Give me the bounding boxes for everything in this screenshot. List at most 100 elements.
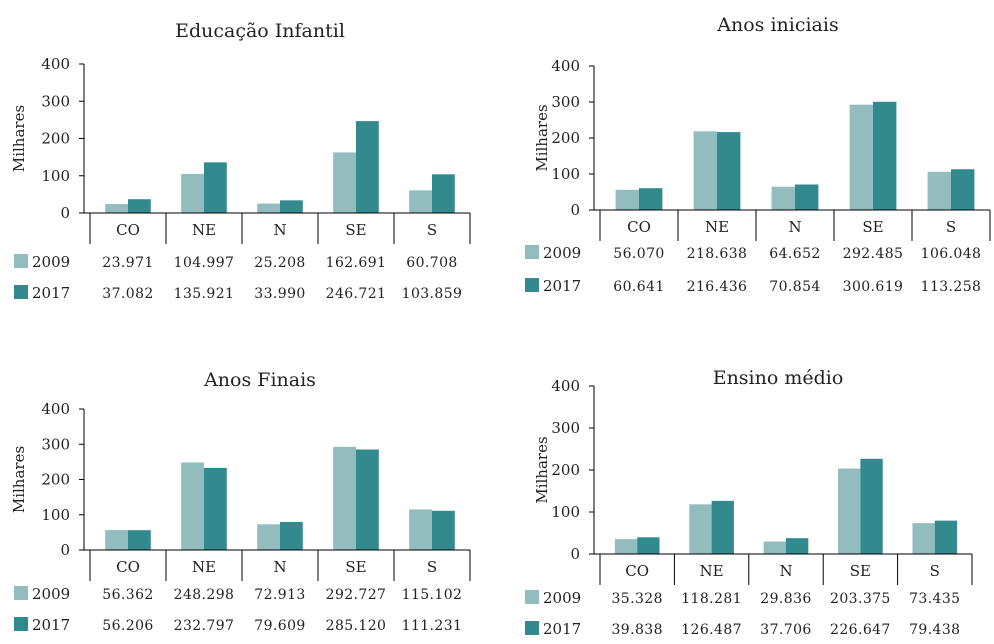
legend-key-2009 [14, 254, 28, 268]
y-tick-label: 200 [551, 461, 580, 479]
y-tick-label: 100 [551, 165, 580, 183]
bar-2017-n [280, 521, 303, 550]
y-tick-label: 300 [41, 435, 70, 453]
category-label: N [273, 558, 286, 576]
data-label: 111.231 [402, 618, 463, 634]
chart-title: Ensino médio [713, 367, 844, 389]
y-tick-label: 400 [41, 55, 70, 73]
category-label: S [427, 558, 437, 576]
bar-2009-se [838, 468, 861, 554]
data-label: 104.997 [174, 255, 235, 271]
bar-2017-ne [711, 500, 734, 554]
category-label: CO [625, 562, 649, 580]
chart-panel-1: Educação Infantil Milhares 0 100 200 300 400 CO… [10, 20, 471, 302]
y-tick-label: 200 [41, 130, 70, 148]
y-axis-label: Milhares [533, 104, 551, 171]
data-label: 56.206 [102, 618, 153, 634]
y-tick-label: 200 [41, 471, 70, 489]
y-tick-label: 100 [41, 506, 70, 524]
legend-label-2017: 2017 [32, 284, 70, 302]
bar-2017-se [860, 458, 883, 554]
data-label: 126.487 [681, 622, 742, 638]
category-label: SE [862, 218, 883, 236]
category-label: SE [345, 558, 366, 576]
y-axis-label: Milhares [10, 105, 28, 172]
bar-2017-se [873, 101, 897, 210]
data-label: 73.435 [909, 591, 960, 607]
data-label: 60.708 [406, 255, 457, 271]
data-label: 23.971 [102, 255, 153, 271]
data-label: 35.328 [612, 591, 663, 607]
category-label: SE [850, 562, 871, 580]
data-label: 113.258 [921, 279, 982, 295]
legend-label-2017: 2017 [543, 620, 581, 638]
category-label: N [788, 218, 801, 236]
category-label: CO [627, 218, 651, 236]
y-tick-label: 200 [551, 129, 580, 147]
y-tick-label: 0 [60, 204, 70, 222]
data-label: 33.990 [254, 286, 305, 302]
y-axis-label: Milhares [10, 446, 28, 513]
bar-2017-n [786, 538, 809, 554]
data-label: 292.485 [843, 246, 904, 262]
bar-2017-se [356, 449, 379, 550]
bar-2009-ne [181, 173, 204, 213]
bar-2017-n [280, 200, 303, 213]
y-tick-label: 400 [41, 400, 70, 418]
legend-label-2009: 2009 [543, 244, 581, 262]
chart-title: Anos Finais [203, 369, 316, 391]
y-tick-label: 100 [551, 503, 580, 521]
chart-title: Anos iniciais [716, 14, 838, 36]
data-label: 226.647 [830, 622, 891, 638]
legend-label-2017: 2017 [543, 277, 581, 295]
y-axis-label: Milhares [533, 436, 551, 503]
data-label: 37.082 [102, 286, 153, 302]
data-label: 248.298 [174, 587, 235, 603]
data-label: 203.375 [830, 591, 891, 607]
category-label: NE [700, 562, 724, 580]
legend-key-2009 [525, 590, 539, 604]
y-tick-label: 400 [551, 377, 580, 395]
y-tick-label: 0 [60, 541, 70, 559]
chart-panel-3: Anos Finais Milhares 0 100 200 300 400 CO NE N SE S… [10, 369, 471, 634]
data-label: 79.438 [909, 622, 960, 638]
bar-2017-co [128, 530, 151, 550]
bar-2017-n [795, 184, 819, 210]
bar-2009-s [912, 523, 935, 554]
bar-2009-s [927, 171, 951, 210]
category-label: NE [192, 221, 216, 239]
data-label: 70.854 [769, 279, 820, 295]
bar-2009-se [333, 446, 356, 550]
legend-key-2017 [14, 285, 28, 299]
bar-2009-se [849, 104, 873, 210]
data-label: 135.921 [174, 286, 235, 302]
category-label: N [779, 562, 792, 580]
data-label: 292.727 [326, 587, 387, 603]
legend-key-2009 [14, 586, 28, 600]
category-label: S [946, 218, 956, 236]
bar-2009-s [409, 509, 432, 550]
data-label: 218.638 [687, 246, 748, 262]
chart-panel-2: Anos iniciais Milhares 0 100 200 300 400 CO NE N S… [525, 14, 991, 295]
y-tick-label: 400 [551, 57, 580, 75]
legend-key-2009 [525, 245, 539, 259]
bar-2009-n [257, 524, 280, 550]
category-label: CO [116, 558, 140, 576]
bar-2017-co [637, 537, 660, 554]
bar-2009-ne [181, 462, 204, 550]
category-label: NE [705, 218, 729, 236]
legend-key-2017 [525, 621, 539, 635]
bar-2009-co [105, 204, 128, 213]
data-label: 216.436 [687, 279, 748, 295]
data-label: 232.797 [174, 618, 235, 634]
data-label: 285.120 [326, 618, 387, 634]
y-tick-label: 0 [570, 545, 580, 563]
category-label: S [930, 562, 940, 580]
data-label: 25.208 [254, 255, 305, 271]
data-label: 60.641 [613, 279, 664, 295]
category-label: N [273, 221, 286, 239]
bar-2017-ne [204, 162, 227, 213]
data-label: 246.721 [326, 286, 387, 302]
bar-2009-co [615, 189, 639, 210]
bar-2009-s [409, 190, 432, 213]
